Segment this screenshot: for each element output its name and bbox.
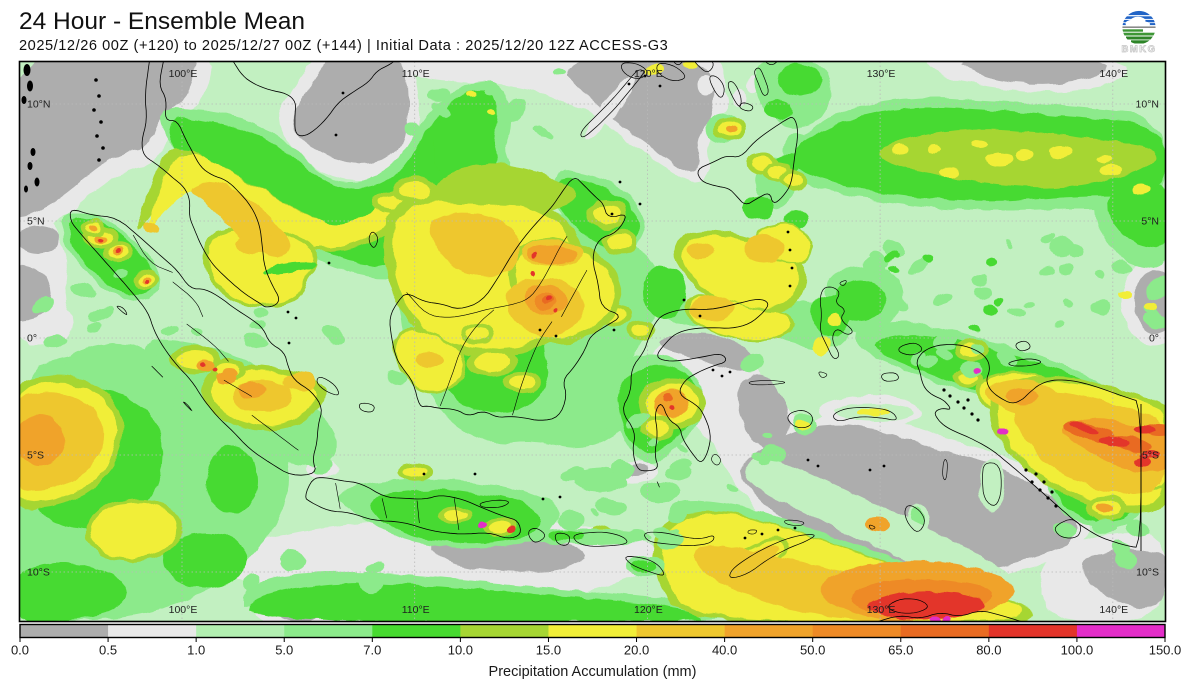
svg-text:10°N: 10°N bbox=[27, 99, 50, 111]
svg-text:5°N: 5°N bbox=[1141, 216, 1159, 228]
svg-text:110°E: 110°E bbox=[402, 68, 430, 80]
svg-text:80.0: 80.0 bbox=[976, 643, 1001, 658]
svg-text:130°E: 130°E bbox=[867, 68, 896, 80]
svg-text:7.0: 7.0 bbox=[363, 643, 381, 658]
svg-text:BMKG: BMKG bbox=[1121, 44, 1156, 55]
svg-text:100.0: 100.0 bbox=[1061, 643, 1094, 658]
svg-text:0°: 0° bbox=[1149, 333, 1159, 345]
svg-text:100°E: 100°E bbox=[169, 68, 198, 80]
svg-text:20.0: 20.0 bbox=[624, 643, 649, 658]
svg-text:10°S: 10°S bbox=[1136, 567, 1159, 579]
svg-text:5°S: 5°S bbox=[27, 450, 44, 462]
svg-text:0°: 0° bbox=[27, 333, 37, 345]
svg-text:15.0: 15.0 bbox=[536, 643, 561, 658]
svg-text:50.0: 50.0 bbox=[800, 643, 825, 658]
svg-text:120°E: 120°E bbox=[634, 68, 663, 80]
svg-text:110°E: 110°E bbox=[402, 604, 430, 616]
svg-text:140°E: 140°E bbox=[1099, 68, 1128, 80]
svg-text:24 Hour - Ensemble Mean: 24 Hour - Ensemble Mean bbox=[19, 8, 305, 35]
svg-text:65.0: 65.0 bbox=[888, 643, 913, 658]
svg-text:150.0: 150.0 bbox=[1149, 643, 1182, 658]
svg-text:10°N: 10°N bbox=[1136, 99, 1159, 111]
svg-text:0.0: 0.0 bbox=[11, 643, 29, 658]
svg-text:2025/12/26 00Z (+120) to 2025/: 2025/12/26 00Z (+120) to 2025/12/27 00Z … bbox=[19, 38, 668, 54]
svg-text:0.5: 0.5 bbox=[99, 643, 117, 658]
svg-text:40.0: 40.0 bbox=[712, 643, 737, 658]
svg-text:100°E: 100°E bbox=[169, 604, 198, 616]
svg-text:140°E: 140°E bbox=[1099, 604, 1128, 616]
svg-text:1.0: 1.0 bbox=[187, 643, 205, 658]
svg-text:130°E: 130°E bbox=[867, 604, 896, 616]
svg-text:10°S: 10°S bbox=[27, 567, 50, 579]
svg-text:Precipitation Accumulation (mm: Precipitation Accumulation (mm) bbox=[489, 664, 697, 680]
svg-text:10.0: 10.0 bbox=[448, 643, 473, 658]
svg-text:5.0: 5.0 bbox=[275, 643, 293, 658]
svg-text:120°E: 120°E bbox=[634, 604, 663, 616]
svg-text:5°S: 5°S bbox=[1142, 450, 1159, 462]
svg-text:5°N: 5°N bbox=[27, 216, 45, 228]
